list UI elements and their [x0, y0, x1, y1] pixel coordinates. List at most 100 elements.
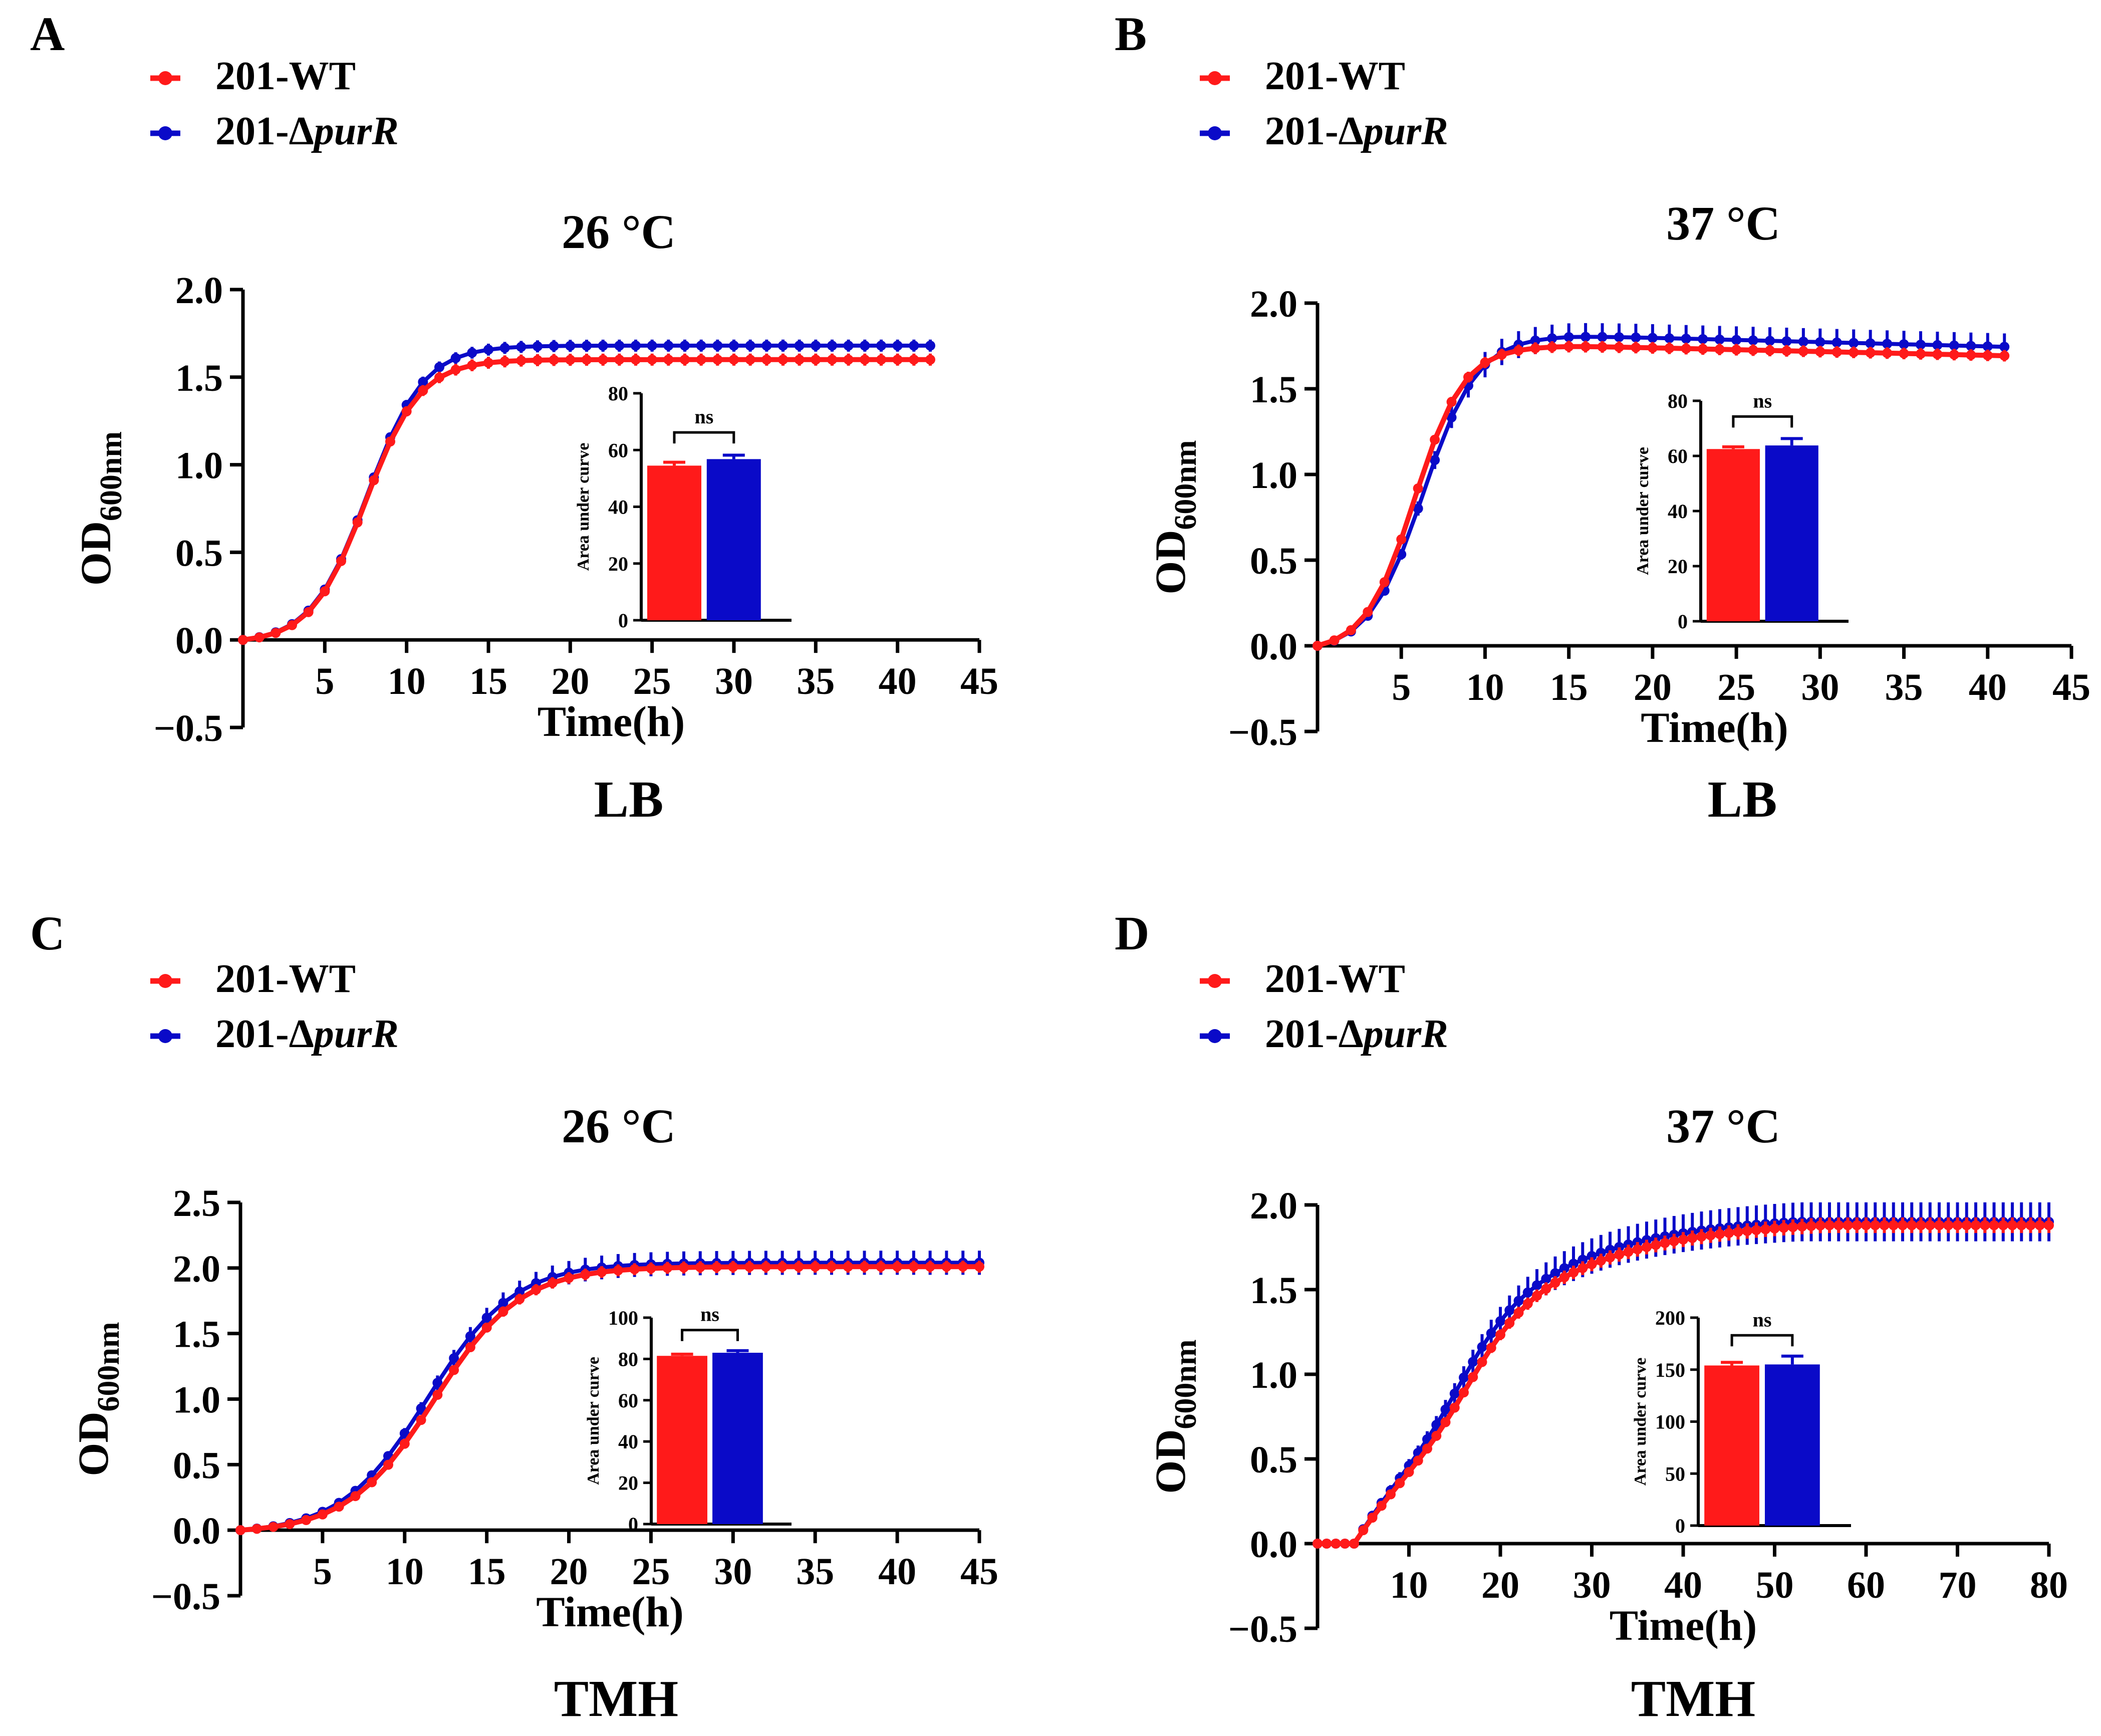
data-point-wt — [285, 1519, 295, 1529]
legend-label-mutant: 201-ΔpurR — [215, 1012, 399, 1056]
series-line-mutant — [1318, 1219, 2049, 1546]
data-point-wt — [2044, 1220, 2054, 1230]
data-point-mutant — [663, 340, 674, 351]
data-point-mutant — [696, 340, 706, 351]
data-point-mutant — [745, 340, 755, 351]
inset-bar-chart: 0 50 100 150 200 Area under curve ns — [1631, 1307, 1851, 1537]
data-point-wt — [1550, 1278, 1560, 1288]
inset-y-tick-label: 20 — [608, 553, 628, 575]
data-point-mutant — [1449, 1388, 1460, 1399]
data-point-wt — [1705, 1230, 1716, 1241]
x-tick-label: 5 — [1392, 666, 1411, 708]
y-tick-label: 2.0 — [1250, 1185, 1297, 1227]
x-axis-label: Time(h) — [1610, 1601, 1757, 1649]
data-point-mutant — [582, 341, 592, 351]
data-point-wt — [1907, 1220, 1917, 1230]
data-point-wt — [843, 354, 854, 365]
data-point-wt — [1899, 348, 1909, 359]
y-tick-label: 0.0 — [173, 1510, 220, 1552]
medium-label: LB — [1708, 771, 1777, 828]
data-point-wt — [254, 632, 265, 643]
data-point-wt — [1748, 345, 1758, 355]
data-point-wt — [696, 354, 706, 365]
data-point-mutant — [432, 1378, 443, 1388]
inset-bar-chart: 0 20 40 60 80 Area under curve ns — [574, 382, 792, 632]
data-point-wt — [597, 1267, 607, 1278]
data-point-wt — [1934, 1220, 1944, 1230]
data-point-wt — [2016, 1220, 2027, 1230]
inset-bar-mutant — [1765, 445, 1818, 621]
series-wt — [1312, 340, 2010, 651]
legend-marker-wt — [158, 71, 172, 85]
data-point-mutant — [1623, 1239, 1634, 1250]
data-point-wt — [1932, 349, 1943, 360]
data-point-wt — [1966, 350, 1976, 360]
data-point-wt — [631, 354, 641, 365]
significance-bracket — [1732, 415, 1793, 428]
y-tick-label: −0.5 — [1228, 711, 1297, 754]
data-point-wt — [613, 1265, 623, 1276]
data-point-mutant — [1587, 1251, 1597, 1262]
data-point-wt — [794, 1262, 804, 1272]
data-point-mutant — [598, 341, 608, 351]
y-axis-label: OD600nm — [1146, 440, 1203, 594]
data-point-wt — [778, 354, 788, 365]
data-point-wt — [483, 358, 493, 368]
data-point-wt — [1849, 347, 1859, 358]
data-point-wt — [974, 1262, 984, 1272]
data-point-mutant — [1865, 338, 1876, 349]
data-point-wt — [1916, 349, 1926, 359]
legend-label-mutant: 201-ΔpurR — [1265, 1012, 1448, 1056]
y-tick-label: 1.5 — [1250, 1270, 1297, 1312]
y-tick-label: 0.0 — [1250, 626, 1297, 668]
x-tick-label: 50 — [1756, 1564, 1794, 1606]
y-tick-label: 1.0 — [175, 445, 223, 487]
panel-d: D 201-WT 201-ΔpurR 37 °C −0.5 0.0 0.5 1.0 1.5 2.0… — [1115, 906, 2068, 1727]
legend-label-wt: 201-WT — [1265, 54, 1405, 98]
data-point-wt — [516, 355, 527, 366]
data-point-wt — [958, 1262, 968, 1272]
data-point-wt — [1413, 483, 1423, 493]
x-tick-label: 15 — [1550, 666, 1588, 708]
data-point-wt — [533, 355, 543, 365]
data-point-wt — [1312, 641, 1323, 651]
data-point-wt — [1731, 345, 1742, 355]
data-point-wt — [1664, 343, 1675, 354]
data-point-wt — [1431, 1430, 1442, 1441]
data-point-wt — [1724, 1228, 1734, 1238]
data-point-wt — [695, 1262, 705, 1273]
data-point-wt — [385, 436, 395, 447]
inset-y-tick-label: 60 — [618, 1389, 638, 1412]
inset-y-tick-label: 40 — [618, 1430, 638, 1453]
data-point-mutant — [1932, 340, 1943, 350]
data-point-wt — [1346, 625, 1356, 635]
inset-y-tick-label: 60 — [608, 439, 628, 461]
data-point-wt — [1477, 1357, 1487, 1367]
data-point-mutant — [1731, 335, 1742, 345]
x-tick-label: 25 — [632, 1551, 670, 1593]
data-point-wt — [827, 354, 837, 365]
data-point-mutant — [533, 341, 543, 352]
data-point-wt — [432, 1390, 443, 1400]
data-point-wt — [1715, 1229, 1725, 1239]
data-point-wt — [941, 1262, 952, 1272]
panel-letter: C — [30, 906, 65, 960]
y-tick-label: 2.0 — [173, 1248, 220, 1290]
data-point-wt — [498, 1306, 508, 1317]
data-point-mutant — [498, 1298, 508, 1308]
data-point-wt — [369, 475, 379, 485]
data-point-mutant — [1581, 332, 1591, 342]
data-point-wt — [1413, 1455, 1423, 1466]
data-point-wt — [1376, 1501, 1387, 1511]
data-point-wt — [646, 1263, 656, 1274]
data-point-mutant — [1698, 334, 1708, 344]
data-point-mutant — [481, 1313, 492, 1323]
data-point-wt — [449, 1365, 459, 1375]
data-point-wt — [1513, 345, 1524, 356]
data-point-wt — [925, 354, 935, 365]
x-tick-label: 40 — [1969, 666, 2007, 708]
data-point-wt — [1916, 1220, 1926, 1230]
data-point-wt — [1605, 1252, 1615, 1263]
data-point-mutant — [925, 340, 935, 351]
data-point-wt — [1698, 344, 1708, 354]
